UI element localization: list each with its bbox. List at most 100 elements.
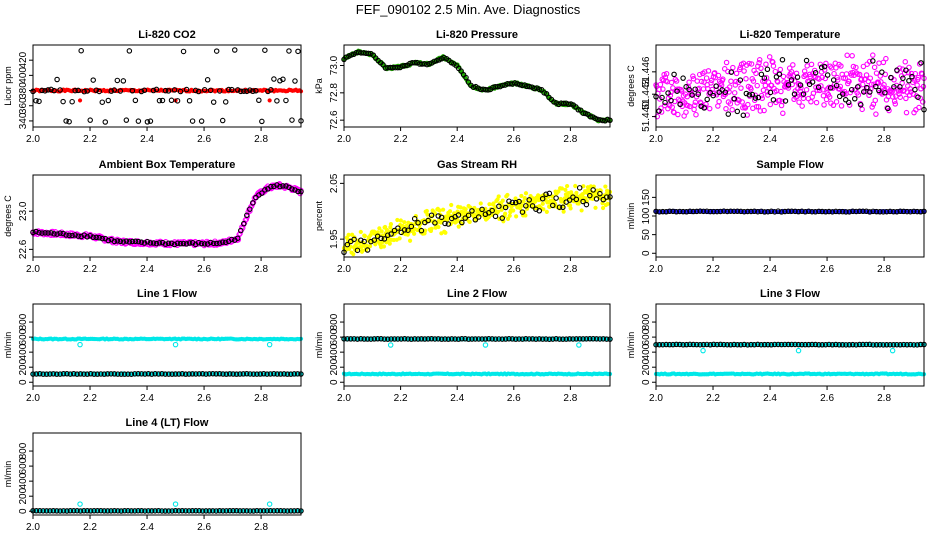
data-point — [565, 183, 570, 189]
data-point — [911, 208, 917, 215]
data-point — [283, 97, 289, 104]
data-point — [391, 336, 398, 342]
data-point — [553, 336, 559, 342]
data-point — [233, 371, 240, 377]
data-point — [479, 206, 485, 213]
data-point — [499, 207, 504, 212]
data-point — [101, 371, 107, 377]
data-point — [189, 118, 196, 124]
data-point — [799, 103, 805, 109]
data-point — [514, 214, 519, 219]
data-point — [463, 74, 469, 81]
plot-frame — [655, 174, 925, 258]
data-point — [138, 371, 145, 377]
data-point — [529, 336, 536, 342]
data-point — [587, 192, 593, 199]
data-point — [210, 370, 216, 377]
data-point — [162, 371, 169, 377]
data-point — [731, 96, 738, 102]
data-point — [764, 66, 771, 73]
data-point — [880, 209, 887, 215]
chart-co2: Li-820 CO2 2.0 2.2 2.4 2.6 2.8 340360380400420… — [3, 29, 304, 145]
data-point — [723, 59, 730, 66]
data-point — [723, 105, 729, 112]
data-point — [118, 508, 124, 514]
data-point — [66, 232, 72, 239]
data-point — [902, 59, 909, 65]
data-point — [815, 84, 822, 91]
data-point — [150, 240, 157, 246]
data-point — [465, 336, 472, 342]
data-point — [499, 82, 506, 89]
data-point — [768, 208, 775, 215]
data-point — [268, 183, 274, 190]
data-point — [72, 87, 78, 94]
data-point — [897, 208, 904, 215]
data-point — [189, 371, 196, 377]
data-point — [767, 89, 774, 96]
data-point — [219, 239, 226, 245]
data-point — [700, 208, 707, 215]
data-point — [569, 190, 574, 195]
x-tick-label: 2.8 — [254, 264, 268, 275]
data-point — [833, 65, 839, 71]
data-point — [912, 86, 918, 93]
data-point — [869, 104, 875, 110]
data-point — [836, 208, 842, 215]
x-tick-label: 2.4 — [140, 393, 154, 404]
data-point — [138, 239, 145, 245]
data-point — [813, 84, 819, 91]
data-point — [543, 91, 550, 97]
series-avg — [30, 47, 304, 125]
data-point — [880, 342, 887, 348]
data-point — [833, 341, 839, 348]
data-point — [274, 371, 281, 377]
data-point — [763, 61, 769, 67]
data-point — [351, 336, 357, 342]
data-point — [839, 91, 846, 97]
data-point — [748, 208, 754, 215]
y-tick-label: 100 — [641, 207, 652, 224]
x-tick-label: 2.2 — [83, 522, 97, 533]
data-point — [576, 336, 583, 342]
data-point — [220, 371, 226, 377]
data-point — [162, 87, 169, 94]
data-point — [84, 234, 90, 240]
data-point — [792, 341, 798, 348]
data-point — [686, 86, 692, 93]
data-point — [897, 94, 904, 100]
data-point — [734, 341, 741, 348]
plot-frame — [655, 44, 925, 128]
data-point — [108, 371, 114, 377]
x-tick-label: 2.8 — [877, 264, 891, 275]
data-point — [683, 84, 689, 90]
data-point — [590, 336, 596, 342]
data-point — [207, 87, 214, 94]
data-point — [687, 208, 693, 215]
data-point — [186, 240, 193, 246]
data-point — [48, 86, 54, 93]
data-point — [77, 501, 83, 507]
data-point — [78, 47, 84, 54]
data-point — [523, 203, 529, 209]
x-tick-label: 2.0 — [26, 134, 40, 145]
data-point — [866, 92, 872, 99]
data-point — [867, 75, 874, 81]
data-point — [237, 230, 243, 237]
data-point — [819, 342, 825, 348]
data-point — [850, 341, 856, 348]
data-point — [496, 194, 501, 199]
data-point — [894, 209, 900, 215]
data-point — [889, 347, 896, 354]
data-point — [579, 208, 584, 213]
data-point — [663, 70, 670, 77]
data-point — [523, 191, 529, 196]
data-point — [731, 90, 738, 96]
data-point — [771, 209, 778, 215]
data-point — [716, 98, 722, 105]
data-point — [271, 371, 277, 377]
data-point — [587, 114, 594, 120]
data-point — [64, 371, 70, 377]
data-point — [77, 371, 84, 377]
